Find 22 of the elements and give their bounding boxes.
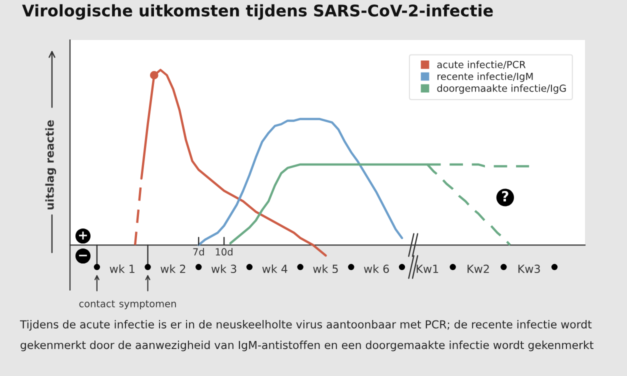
- text: +: [79, 232, 87, 240]
- legend-label: acute infectie/PCR: [437, 60, 526, 69]
- x-tick-label: Kw3: [518, 264, 540, 274]
- y-axis-title: uitslag reactie: [45, 120, 56, 210]
- legend-label: recente infectie/IgM: [438, 72, 533, 82]
- x-tick-label: Kw2: [468, 264, 489, 273]
- x-tick-label: wk 4: [262, 264, 288, 273]
- annotation: ?: [502, 191, 508, 202]
- legend-label: doorgemaakte infectie/IgG: [437, 84, 566, 94]
- x-tick-label: wk 1: [110, 264, 134, 273]
- x-tick-label: wk 3: [211, 264, 236, 274]
- x-tick-label: wk 2: [160, 264, 186, 273]
- text: −: [79, 254, 87, 256]
- text: contact: [79, 300, 115, 308]
- x-tick-label: wk 5: [313, 264, 338, 274]
- annotation: 7d: [193, 248, 204, 256]
- chart-title: Virologische uitkomsten tijdens SARS-CoV-2-infectie: [22, 4, 493, 20]
- x-tick-label: wk 6: [364, 264, 389, 274]
- x-tick-label: Kw1: [416, 264, 438, 273]
- text: symptomen: [119, 300, 176, 310]
- text: Tijdens de acute infectie is er in de neuskeelholte virus aantoonbaar met PCR; de recente infectie wordt gekenmerkt door de aanwezigheid van IgM-antistoffen en een doorgemaakte infectie wordt gekenmerkt: [20, 320, 594, 352]
- annotation: 10d: [216, 248, 232, 256]
